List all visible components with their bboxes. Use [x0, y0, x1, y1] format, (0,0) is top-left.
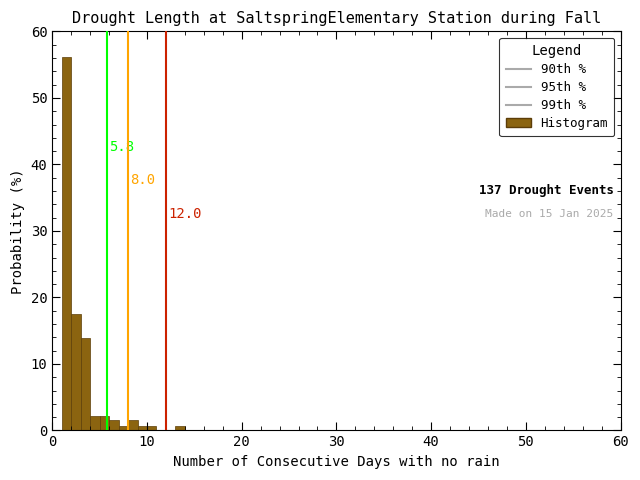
Bar	[128, 420, 138, 431]
Bar	[71, 314, 81, 431]
Bar	[118, 426, 128, 431]
Bar	[100, 416, 109, 431]
X-axis label: Number of Consecutive Days with no rain: Number of Consecutive Days with no rain	[173, 455, 500, 469]
Bar	[90, 416, 100, 431]
Text: 5.8: 5.8	[109, 140, 134, 154]
Legend: 90th %, 95th %, 99th %, Histogram: 90th %, 95th %, 99th %, Histogram	[499, 38, 614, 136]
Bar	[81, 338, 90, 431]
Bar	[175, 426, 185, 431]
Text: Made on 15 Jan 2025: Made on 15 Jan 2025	[485, 209, 614, 219]
Bar	[138, 426, 147, 431]
Bar	[61, 57, 71, 431]
Title: Drought Length at SaltspringElementary Station during Fall: Drought Length at SaltspringElementary S…	[72, 11, 601, 26]
Text: 12.0: 12.0	[168, 207, 202, 221]
Y-axis label: Probability (%): Probability (%)	[11, 168, 25, 294]
Bar	[147, 426, 156, 431]
Text: 137 Drought Events: 137 Drought Events	[479, 184, 614, 197]
Text: 8.0: 8.0	[130, 173, 155, 187]
Bar	[109, 420, 118, 431]
